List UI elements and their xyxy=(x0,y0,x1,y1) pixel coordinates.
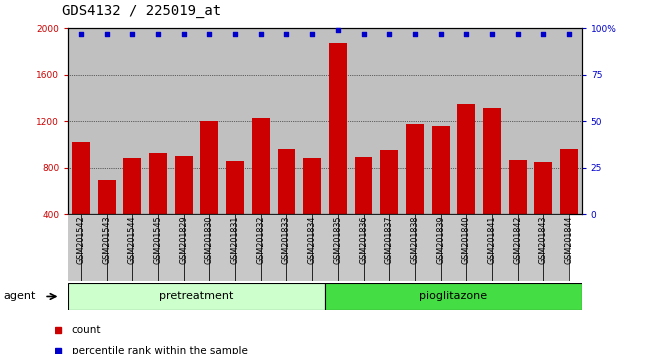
Bar xyxy=(466,214,492,281)
Bar xyxy=(329,44,347,261)
Bar xyxy=(560,149,578,261)
Bar xyxy=(354,157,372,261)
Point xyxy=(410,31,420,37)
Bar xyxy=(338,214,363,281)
Text: GSM201841: GSM201841 xyxy=(488,216,497,264)
Bar xyxy=(107,214,133,281)
Text: GDS4132 / 225019_at: GDS4132 / 225019_at xyxy=(62,4,221,18)
Text: GSM201544: GSM201544 xyxy=(128,216,137,264)
Bar xyxy=(406,124,424,261)
Bar xyxy=(184,214,209,281)
Point xyxy=(230,31,240,37)
Text: percentile rank within the sample: percentile rank within the sample xyxy=(72,346,248,354)
Text: GSM201543: GSM201543 xyxy=(102,216,111,264)
Text: GSM201838: GSM201838 xyxy=(410,216,419,264)
Text: GSM201843: GSM201843 xyxy=(539,216,548,264)
Point xyxy=(76,31,86,37)
Point xyxy=(461,31,471,37)
Bar xyxy=(508,160,526,261)
Point xyxy=(358,31,369,37)
Point xyxy=(179,31,189,37)
Bar xyxy=(68,283,325,310)
Bar xyxy=(543,214,569,281)
Bar xyxy=(287,214,312,281)
Text: GSM201833: GSM201833 xyxy=(282,216,291,264)
Text: GSM201829: GSM201829 xyxy=(179,216,188,264)
Point xyxy=(564,31,574,37)
Bar xyxy=(149,153,167,261)
Bar xyxy=(175,156,193,261)
Bar xyxy=(235,214,261,281)
Bar xyxy=(158,214,184,281)
Point xyxy=(153,31,163,37)
Bar xyxy=(252,118,270,261)
Bar xyxy=(457,104,475,261)
Text: count: count xyxy=(72,325,101,335)
Bar xyxy=(325,283,582,310)
Text: GSM201844: GSM201844 xyxy=(564,216,573,264)
Text: pioglitazone: pioglitazone xyxy=(419,291,488,302)
Text: GSM201836: GSM201836 xyxy=(359,216,368,264)
Point xyxy=(487,31,497,37)
Bar xyxy=(200,121,218,261)
Bar xyxy=(55,214,81,281)
Bar xyxy=(72,142,90,261)
Bar xyxy=(389,214,415,281)
Bar xyxy=(133,214,158,281)
Point xyxy=(384,31,395,37)
Point xyxy=(538,31,549,37)
Text: GSM201837: GSM201837 xyxy=(385,216,394,264)
Text: GSM201832: GSM201832 xyxy=(256,216,265,264)
Text: agent: agent xyxy=(3,291,36,302)
Bar xyxy=(81,214,107,281)
Point xyxy=(204,31,214,37)
Bar xyxy=(380,150,398,261)
Point xyxy=(436,31,446,37)
Point xyxy=(255,31,266,37)
Point xyxy=(127,31,138,37)
Bar xyxy=(441,214,466,281)
Point xyxy=(281,31,292,37)
Point xyxy=(512,31,523,37)
Bar xyxy=(261,214,287,281)
Point xyxy=(307,31,317,37)
Bar xyxy=(517,214,543,281)
Bar xyxy=(312,214,338,281)
Bar xyxy=(278,149,296,261)
Bar xyxy=(226,161,244,261)
Text: GSM201842: GSM201842 xyxy=(513,216,522,264)
Text: GSM201545: GSM201545 xyxy=(153,216,162,264)
Text: GSM201830: GSM201830 xyxy=(205,216,214,264)
Text: GSM201542: GSM201542 xyxy=(77,216,86,264)
Text: pretreatment: pretreatment xyxy=(159,291,234,302)
Point xyxy=(333,27,343,33)
Bar xyxy=(363,214,389,281)
Bar xyxy=(98,181,116,261)
Bar xyxy=(492,214,517,281)
Bar xyxy=(209,214,235,281)
Text: GSM201831: GSM201831 xyxy=(231,216,240,264)
Point xyxy=(101,31,112,37)
Text: GSM201840: GSM201840 xyxy=(462,216,471,264)
Bar xyxy=(432,126,450,261)
Bar xyxy=(303,159,321,261)
Bar xyxy=(124,159,142,261)
Text: GSM201835: GSM201835 xyxy=(333,216,343,264)
Bar xyxy=(534,162,552,261)
Text: GSM201839: GSM201839 xyxy=(436,216,445,264)
Bar xyxy=(483,108,501,261)
Bar xyxy=(415,214,441,281)
Text: GSM201834: GSM201834 xyxy=(307,216,317,264)
